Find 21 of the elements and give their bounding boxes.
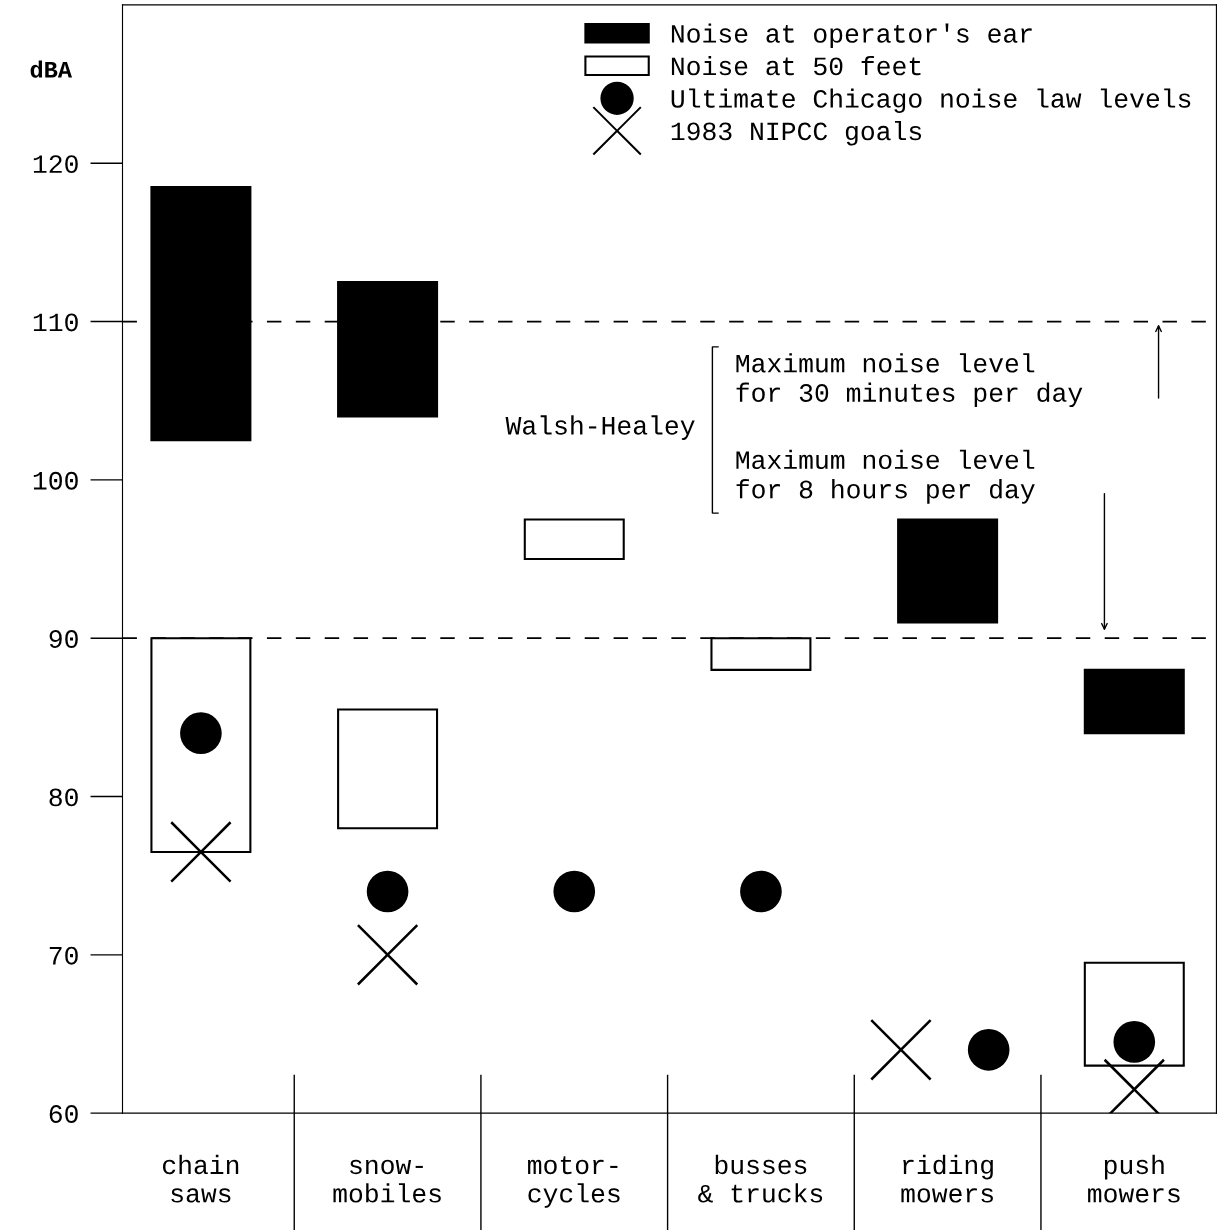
annotation: Walsh-Healey bbox=[505, 415, 695, 440]
x-tick-label: riding mowers bbox=[901, 1154, 993, 1203]
y-tick-label: 80 bbox=[49, 788, 78, 807]
y-tick-label: 120 bbox=[33, 155, 78, 174]
y-tick-label: 90 bbox=[49, 630, 78, 649]
x-tick-label: chain saws bbox=[162, 1154, 239, 1203]
y-tick-label: 70 bbox=[49, 946, 78, 965]
x-tick-label: motor- cycles bbox=[528, 1156, 620, 1208]
legend-label: Noise at 50 feet bbox=[671, 55, 921, 76]
annotation: Maximum noise level for 30 minutes per day bbox=[736, 353, 1083, 408]
legend-label: Noise at operator's ear bbox=[671, 23, 1032, 48]
y-tick-label: 60 bbox=[49, 1105, 78, 1123]
y-tick-label: 110 bbox=[33, 313, 78, 332]
y-tick-label: 100 bbox=[33, 471, 78, 490]
x-tick-label: snow- mobiles bbox=[333, 1159, 441, 1203]
legend-label: 1983 NIPCC goals bbox=[671, 120, 922, 146]
legend-label: Ultimate Chicago noise law levels bbox=[671, 88, 1191, 114]
annotation: Maximum noise level for 8 hours per day bbox=[736, 449, 1035, 504]
y-axis-title: dBA bbox=[30, 60, 73, 78]
x-tick-label: push mowers bbox=[1088, 1154, 1180, 1203]
x-tick-label: busses & trucks bbox=[698, 1154, 823, 1203]
